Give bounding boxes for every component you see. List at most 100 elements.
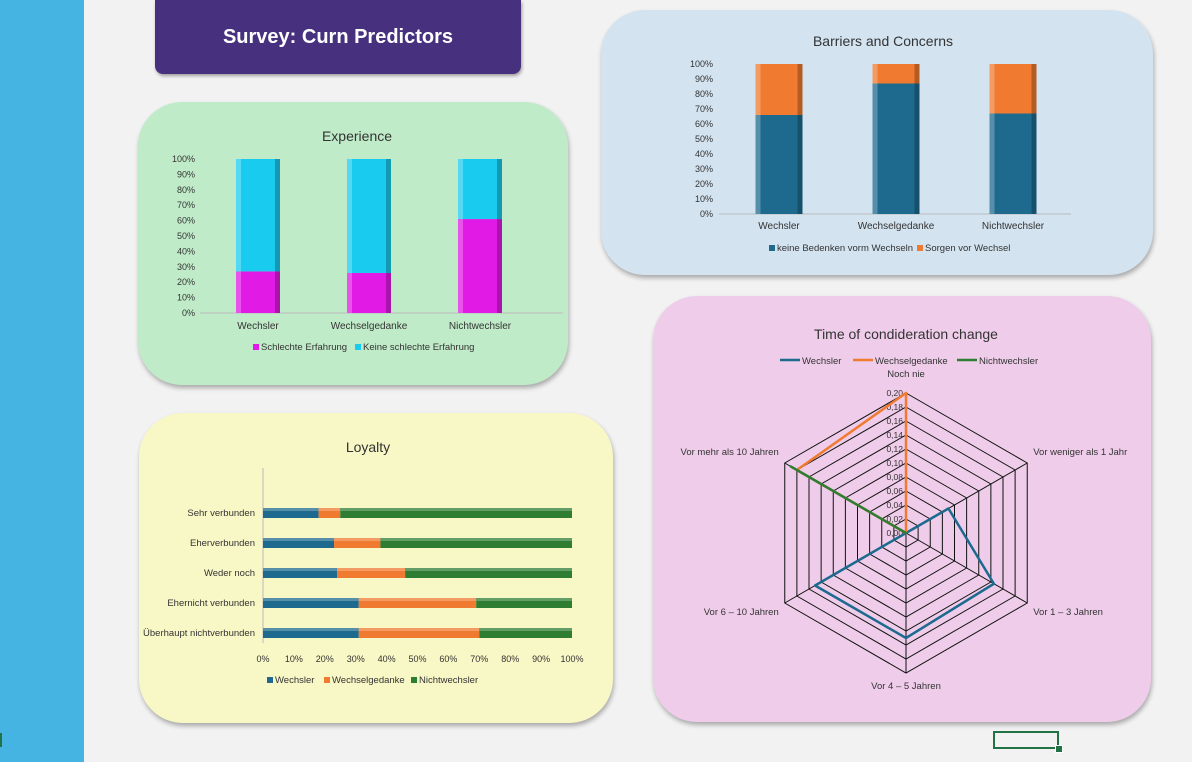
bar-segment (263, 628, 359, 638)
bar-shade (914, 64, 920, 84)
legend-label: Wechsler (275, 675, 314, 686)
x-category-label: Wechsler (758, 221, 800, 232)
x-tick-label: 10% (285, 654, 303, 664)
bar-highlight (236, 271, 241, 313)
y-tick-label: 80% (177, 185, 195, 195)
bar-highlight (358, 628, 480, 631)
x-tick-label: 0% (256, 654, 269, 664)
radar-axis-label: Vor 4 – 5 Jahren (871, 681, 941, 692)
radar-tick-label: 0,06 (886, 486, 903, 496)
radar-series-line (789, 465, 908, 535)
bar-segment (358, 628, 480, 638)
y-tick-label: 30% (177, 262, 195, 272)
bar-shade (797, 115, 803, 214)
bar-shade (275, 159, 280, 272)
legend-swatch (917, 245, 923, 251)
y-tick-label: 100% (690, 59, 713, 69)
bar-segment (263, 538, 335, 548)
x-tick-label: 100% (560, 654, 583, 664)
legend-label: Wechselgedanke (875, 356, 948, 367)
y-tick-label: 40% (177, 246, 195, 256)
bar-shade (497, 159, 502, 220)
radar-tick-label: 0,04 (886, 500, 903, 510)
cell-border-mark (0, 733, 2, 747)
bar-highlight (263, 538, 335, 541)
legend-swatch (411, 677, 417, 683)
bar-segment (337, 568, 406, 578)
radar-tick-label: 0,10 (886, 458, 903, 468)
y-category-label: Eherverbunden (190, 538, 255, 549)
x-category-label: Nichtwechsler (982, 221, 1045, 232)
bar-segment (989, 113, 1037, 214)
bar-highlight (337, 568, 406, 571)
y-tick-label: 20% (177, 277, 195, 287)
y-tick-label: 70% (177, 200, 195, 210)
barriers-chart: Barriers and Concerns 0% 10% 20% 30% 40% 50% 60… (690, 33, 1071, 254)
radar-tick-label: 0,08 (886, 472, 903, 482)
chart-title: Loyalty (346, 439, 390, 455)
y-tick-label: 0% (700, 209, 713, 219)
bar-highlight (340, 508, 572, 511)
x-tick-label: 20% (316, 654, 334, 664)
y-tick-label: 80% (695, 89, 713, 99)
legend-label: Sorgen vor Wechsel (925, 243, 1010, 254)
bar-highlight (347, 159, 352, 273)
radar-tick-label: 0,16 (886, 416, 903, 426)
bar-highlight (358, 598, 477, 601)
radar-tick-label: 0,18 (886, 402, 903, 412)
radar-tick-label: 0,00 (886, 528, 903, 538)
y-category-label: Sehr verbunden (187, 508, 255, 519)
loyalty-chart: Loyalty Sehr verbunden Eherverbunden Weder … (143, 439, 583, 686)
experience-chart: Experience 0% 10% 20% 30% 40% 50% 60% 70% 80% 90% 1… (172, 128, 563, 353)
bar-segment (872, 83, 920, 214)
bar-shade (386, 272, 391, 313)
page-title: Survey: Curn Predictors (155, 0, 521, 74)
bar-highlight (458, 159, 463, 220)
radar-chart-panel[interactable]: Time of condideration change Wechsler Wech… (653, 296, 1151, 722)
bar-segment (358, 598, 477, 608)
experience-chart-panel[interactable]: Experience 0% 10% 20% 30% 40% 50% 60% 70% 80% 90% 1… (138, 102, 568, 385)
chart-title: Barriers and Concerns (813, 33, 953, 49)
bar-segment (236, 271, 280, 313)
legend-label: Wechselgedanke (332, 675, 405, 686)
bar-highlight (236, 159, 241, 272)
bar-segment (263, 598, 359, 608)
bar-segment (318, 508, 341, 518)
bar-shade (1031, 113, 1037, 214)
y-tick-label: 30% (695, 164, 713, 174)
bar-highlight (263, 508, 319, 511)
bar-highlight (347, 272, 352, 313)
bar-segment (380, 538, 572, 548)
bar-segment (334, 538, 381, 548)
legend-label: keine Bedenken vorm Wechseln (777, 243, 913, 254)
legend-swatch (267, 677, 273, 683)
y-category-label: Ehernicht verbunden (167, 598, 255, 609)
barriers-chart-panel[interactable]: Barriers and Concerns 0% 10% 20% 30% 40% 50% 60… (601, 10, 1153, 275)
bar-highlight (755, 64, 761, 115)
fill-handle[interactable] (1055, 745, 1063, 753)
bar-shade (914, 83, 920, 214)
y-tick-label: 90% (177, 169, 195, 179)
bar-highlight (334, 538, 381, 541)
bar-shade (497, 219, 502, 313)
bar-segment (236, 159, 280, 272)
x-category-label: Wechsler (237, 321, 279, 332)
loyalty-chart-panel[interactable]: Loyalty Sehr verbunden Eherverbunden Weder … (139, 413, 613, 723)
bar-highlight (479, 628, 572, 631)
bar-highlight (405, 568, 572, 571)
bar-segment (755, 64, 803, 115)
radar-tick-label: 0,14 (886, 430, 903, 440)
bar-segment (263, 508, 319, 518)
bar-segment (476, 598, 572, 608)
bar-highlight (989, 113, 995, 214)
y-tick-label: 50% (177, 231, 195, 241)
x-tick-label: 40% (378, 654, 396, 664)
selected-cell[interactable] (993, 731, 1059, 749)
bar-highlight (318, 508, 341, 511)
radar-series-line (813, 507, 996, 640)
bar-highlight (263, 628, 359, 631)
legend-swatch (769, 245, 775, 251)
bar-segment (263, 568, 338, 578)
bar-segment (872, 64, 920, 84)
radar-axis-label: Vor weniger als 1 Jahr (1033, 447, 1127, 458)
